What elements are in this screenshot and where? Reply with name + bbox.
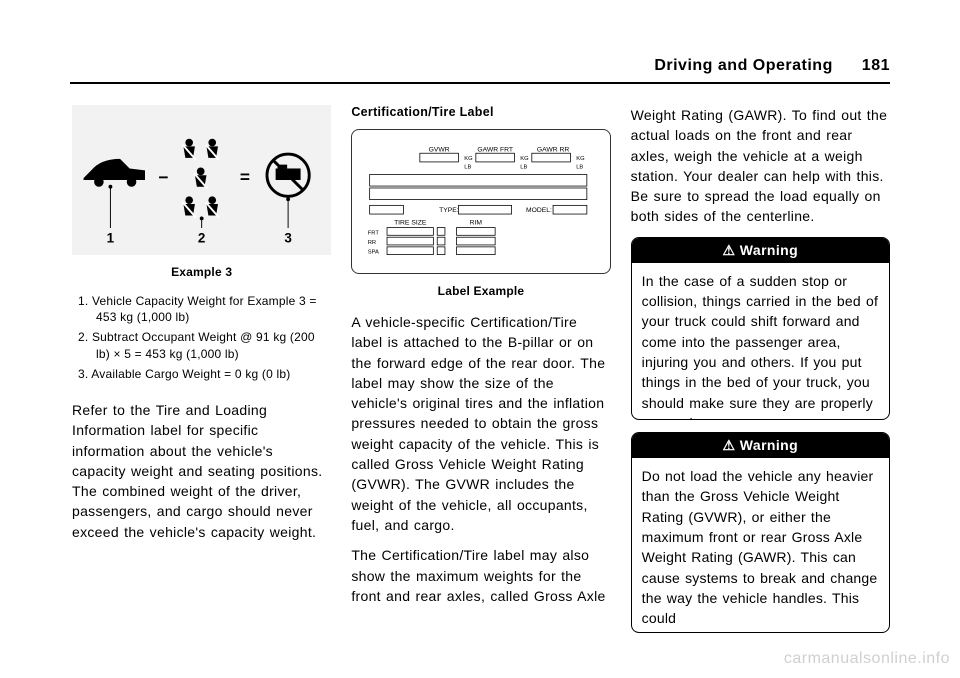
- svg-text:MODEL:: MODEL:: [526, 207, 552, 214]
- warning-body: In the case of a sudden stop or collisio…: [632, 263, 889, 420]
- svg-text:=: =: [240, 167, 250, 187]
- body-paragraph: Weight Rating (GAWR). To find out the ac…: [631, 105, 890, 227]
- body-paragraph: A vehicle-specific Certification/Tire la…: [351, 312, 610, 535]
- warning-body: Do not load the vehicle any heavier than…: [632, 458, 889, 633]
- svg-text:FRT: FRT: [368, 230, 380, 236]
- svg-text:SPA: SPA: [368, 250, 379, 256]
- svg-text:RIM: RIM: [470, 220, 483, 227]
- svg-text:RR: RR: [368, 240, 376, 246]
- page-number: 181: [862, 57, 890, 74]
- example3-list: 1. Vehicle Capacity Weight for Example 3…: [72, 293, 331, 386]
- warning-label: Warning: [740, 242, 798, 258]
- svg-text:KG: KG: [577, 156, 586, 162]
- label-caption: Label Example: [351, 284, 610, 298]
- svg-text:2: 2: [198, 230, 205, 245]
- section-title: Driving and Operating: [654, 57, 833, 74]
- section-heading: Certification/Tire Label: [351, 105, 610, 119]
- svg-text:GAWR RR: GAWR RR: [537, 146, 569, 153]
- list-item: 3. Available Cargo Weight = 0 kg (0 lb): [92, 366, 331, 382]
- figure-example3: − =: [72, 105, 331, 255]
- svg-text:LB: LB: [465, 165, 472, 171]
- warning-triangle-icon: ⚠: [723, 437, 736, 453]
- figure-tire-label: GVWR GAWR FRT GAWR RR KG KG KG LB LB LB …: [351, 129, 610, 274]
- svg-text:KG: KG: [521, 156, 530, 162]
- svg-text:GAWR FRT: GAWR FRT: [478, 146, 514, 153]
- svg-text:3: 3: [284, 230, 291, 245]
- svg-text:−: −: [158, 167, 168, 187]
- svg-text:LB: LB: [521, 165, 528, 171]
- watermark: carmanualsonline.info: [784, 650, 950, 668]
- svg-text:TYPE:: TYPE:: [439, 207, 459, 214]
- body-paragraph: The Certification/Tire label may also sh…: [351, 545, 610, 606]
- warning-box-2: ⚠ Warning Do not load the vehicle any he…: [631, 432, 890, 633]
- header-rule: [70, 82, 890, 84]
- body-paragraph: Refer to the Tire and Loading Informatio…: [72, 400, 331, 542]
- column-1: − =: [72, 105, 331, 633]
- warning-header: ⚠ Warning: [632, 433, 889, 458]
- figure-caption: Example 3: [72, 265, 331, 279]
- warning-box-1: ⚠ Warning In the case of a sudden stop o…: [631, 237, 890, 420]
- svg-text:KG: KG: [465, 156, 474, 162]
- warning-header: ⚠ Warning: [632, 238, 889, 263]
- svg-text:LB: LB: [577, 165, 584, 171]
- warning-triangle-icon: ⚠: [723, 242, 736, 258]
- column-2: Certification/Tire Label GVWR GAWR FRT G…: [351, 105, 610, 633]
- list-item: 2. Subtract Occupant Weight @ 91 kg (200…: [92, 329, 331, 361]
- svg-text:GVWR: GVWR: [429, 146, 450, 153]
- column-3: Weight Rating (GAWR). To find out the ac…: [631, 105, 890, 633]
- list-item: 1. Vehicle Capacity Weight for Example 3…: [92, 293, 331, 325]
- svg-text:TIRE SIZE: TIRE SIZE: [394, 220, 427, 227]
- svg-text:1: 1: [107, 230, 115, 245]
- warning-label: Warning: [740, 437, 798, 453]
- page-header: Driving and Operating 181: [654, 57, 890, 75]
- content-columns: − =: [72, 105, 890, 633]
